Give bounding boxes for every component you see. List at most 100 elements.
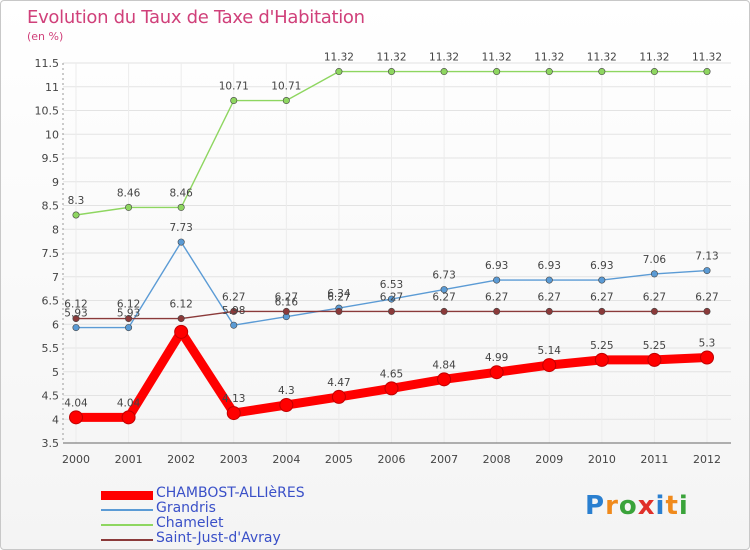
data-label: 7.13 — [695, 251, 718, 263]
data-label: 4.84 — [432, 359, 456, 371]
data-point — [493, 307, 501, 315]
data-point — [125, 315, 133, 323]
data-point — [440, 286, 448, 294]
proxiti-logo: Proxiti — [585, 491, 689, 521]
data-point — [545, 68, 553, 76]
y-tick-label: 5.5 — [42, 342, 60, 355]
y-tick-label: 8 — [52, 223, 59, 236]
data-label: 6.27 — [432, 291, 455, 303]
data-label: 11.32 — [639, 52, 669, 64]
legend-label: CHAMBOST-ALLIèRES — [156, 485, 305, 501]
data-label: 5.98 — [222, 305, 245, 317]
x-tick-label: 2006 — [378, 453, 406, 466]
data-label: 11.32 — [692, 52, 722, 64]
x-tick-label: 2002 — [167, 453, 195, 466]
data-point — [125, 324, 133, 332]
data-label: 11.32 — [587, 52, 617, 64]
y-tick-label: 11 — [45, 81, 59, 94]
data-label: 4.65 — [380, 368, 403, 380]
data-label: 6.27 — [275, 291, 298, 303]
y-tick-label: 11.5 — [35, 57, 60, 70]
data-label: 11.32 — [534, 52, 564, 64]
data-point — [387, 68, 395, 76]
logo-letter: r — [605, 491, 619, 521]
logo-letter: x — [637, 491, 656, 521]
data-point — [440, 307, 448, 315]
data-label: 5.25 — [590, 340, 613, 352]
data-point — [177, 203, 185, 211]
data-point — [493, 68, 501, 76]
x-tick-label: 2004 — [272, 453, 300, 466]
data-point — [650, 68, 658, 76]
data-point — [230, 97, 238, 105]
data-point — [125, 203, 133, 211]
data-point — [177, 315, 185, 323]
data-point — [177, 238, 185, 246]
data-label: 4.04 — [117, 397, 141, 409]
x-tick-label: 2003 — [220, 453, 248, 466]
data-label: 4.47 — [327, 377, 350, 389]
data-label: 7.73 — [169, 222, 192, 234]
y-tick-label: 6 — [52, 318, 59, 331]
data-label: 6.93 — [590, 260, 613, 272]
logo-letter: i — [678, 491, 689, 521]
logo-letter: t — [665, 491, 679, 521]
data-label: 6.27 — [695, 291, 718, 303]
x-tick-label: 2009 — [535, 453, 563, 466]
data-label: 6.73 — [432, 270, 455, 282]
data-point — [335, 307, 343, 315]
data-point — [335, 68, 343, 76]
data-point — [703, 307, 711, 315]
y-tick-label: 5 — [52, 366, 59, 379]
data-point — [650, 307, 658, 315]
data-label: 6.12 — [64, 299, 87, 311]
y-tick-label: 4 — [52, 413, 59, 426]
data-point — [387, 295, 395, 303]
data-label: 4.04 — [64, 397, 88, 409]
data-point — [703, 267, 711, 275]
legend-swatch — [101, 524, 153, 526]
data-point — [331, 389, 346, 404]
data-label: 6.93 — [538, 260, 561, 272]
data-point — [440, 68, 448, 76]
y-tick-label: 7.5 — [42, 247, 60, 260]
data-label: 6.12 — [117, 299, 140, 311]
data-point — [650, 270, 658, 278]
data-label: 8.46 — [169, 187, 193, 199]
data-label: 11.32 — [482, 52, 512, 64]
data-point — [72, 315, 80, 323]
data-point — [230, 307, 238, 315]
data-point — [703, 68, 711, 76]
data-label: 5.14 — [538, 345, 562, 357]
legend-label: Chamelet — [156, 515, 224, 531]
data-point — [72, 324, 80, 332]
legend-swatch — [101, 509, 153, 511]
data-label: 6.27 — [380, 291, 403, 303]
data-label: 11.32 — [324, 52, 354, 64]
x-tick-label: 2007 — [430, 453, 458, 466]
x-tick-label: 2012 — [693, 453, 721, 466]
logo-letter: P — [585, 491, 606, 521]
data-point — [598, 68, 606, 76]
y-tick-label: 10.5 — [35, 105, 60, 118]
x-tick-label: 2008 — [483, 453, 511, 466]
data-label: 6.93 — [485, 260, 508, 272]
data-point — [387, 307, 395, 315]
data-point — [121, 410, 136, 425]
x-tick-label: 2010 — [588, 453, 616, 466]
y-tick-label: 9 — [52, 176, 59, 189]
data-point — [69, 410, 83, 425]
data-point — [598, 307, 606, 315]
y-tick-label: 10 — [45, 128, 59, 141]
data-point — [493, 276, 501, 284]
x-tick-label: 2000 — [62, 453, 90, 466]
data-point — [282, 97, 290, 105]
data-label: 5.93 — [64, 308, 87, 320]
y-tick-label: 6.5 — [42, 295, 60, 308]
data-point — [279, 398, 294, 412]
legend-label: Saint-Just-d'Avray — [156, 530, 281, 546]
data-label: 11.32 — [376, 52, 406, 64]
data-label: 8.46 — [117, 187, 141, 199]
data-label: 4.99 — [485, 352, 508, 364]
